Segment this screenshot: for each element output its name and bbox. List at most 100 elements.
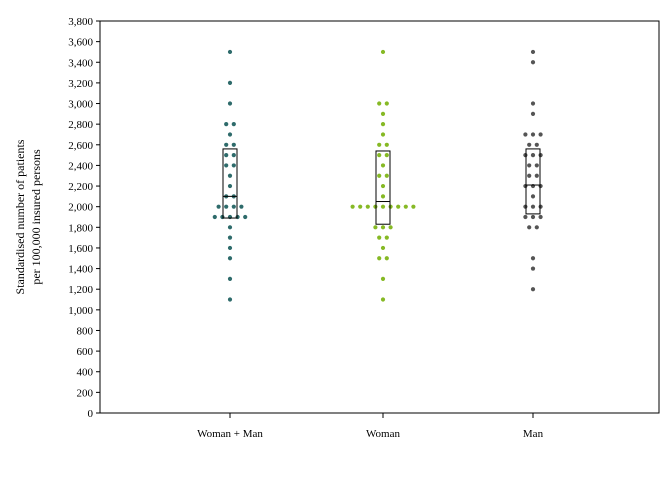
data-marks — [212, 49, 543, 302]
x-tick-label: Man — [523, 428, 544, 440]
data-point — [227, 256, 233, 261]
y-tick-label: 1,400 — [68, 264, 93, 276]
data-point — [231, 122, 236, 127]
data-point — [384, 256, 389, 261]
iqr-box — [375, 150, 391, 225]
data-point — [224, 163, 229, 168]
data-point — [380, 194, 386, 199]
y-tick-label: 800 — [77, 325, 94, 337]
data-point — [377, 256, 382, 261]
data-point — [538, 214, 543, 220]
data-point — [224, 153, 229, 158]
data-point — [523, 153, 528, 158]
data-point — [380, 163, 386, 168]
data-point — [231, 163, 236, 168]
x-tick-label: Woman + Man — [197, 428, 263, 440]
data-point — [377, 235, 382, 240]
y-tick-label: 0 — [88, 408, 94, 420]
data-point — [227, 101, 233, 106]
data-point — [380, 183, 386, 189]
data-point — [530, 256, 536, 261]
data-point — [530, 49, 536, 55]
data-point — [227, 235, 233, 240]
x-tick-label: Woman — [366, 428, 400, 440]
iqr-box — [525, 148, 541, 215]
data-point — [373, 204, 378, 209]
data-point — [530, 111, 536, 116]
data-point — [534, 163, 539, 168]
data-point — [538, 132, 543, 137]
data-point — [523, 204, 528, 209]
data-point — [227, 173, 233, 178]
data-point — [380, 245, 386, 251]
data-point — [377, 153, 382, 158]
data-point — [243, 214, 248, 220]
y-tick-label: 1,800 — [68, 222, 93, 234]
data-point — [523, 214, 528, 220]
y-tick-label: 1,000 — [68, 305, 93, 317]
plot-frame — [99, 20, 660, 414]
y-tick-label: 2,000 — [68, 202, 93, 214]
data-point — [380, 297, 386, 302]
data-point — [227, 132, 233, 137]
y-tick-label: 2,200 — [68, 181, 93, 193]
data-point — [384, 101, 389, 106]
data-point — [530, 132, 536, 137]
data-point — [527, 142, 532, 147]
data-point — [380, 111, 386, 116]
y-tick-label: 2,400 — [68, 160, 93, 172]
y-tick-label: 3,000 — [68, 99, 93, 111]
y-tick-label: 1,600 — [68, 243, 93, 255]
data-point — [527, 225, 532, 230]
y-axis-title-line-1: Standardised number of patients — [13, 139, 27, 294]
data-point — [530, 266, 536, 271]
data-point — [358, 204, 363, 209]
data-point — [396, 204, 401, 209]
data-point — [384, 173, 389, 178]
data-point — [365, 204, 370, 209]
data-point — [388, 204, 393, 209]
data-point — [227, 225, 233, 230]
data-point — [227, 276, 233, 281]
data-point — [534, 142, 539, 147]
category-group — [523, 49, 543, 292]
data-point — [384, 142, 389, 147]
data-point — [530, 194, 536, 199]
data-point — [227, 297, 233, 302]
y-tick-label: 3,400 — [68, 57, 93, 69]
data-point — [538, 204, 543, 209]
data-point — [377, 173, 382, 178]
data-point — [523, 132, 528, 137]
data-point — [380, 49, 386, 55]
y-axis-title-line-2: per 100,000 insured persons — [29, 149, 43, 285]
x-axis: Woman + Man Woman Man — [197, 413, 544, 440]
data-point — [377, 101, 382, 106]
data-point — [227, 183, 233, 189]
data-point — [380, 276, 386, 281]
data-point — [380, 225, 386, 230]
category-group — [350, 49, 416, 302]
data-point — [224, 142, 229, 147]
iqr-box — [222, 148, 238, 219]
data-point — [384, 153, 389, 158]
y-tick-label: 3,200 — [68, 78, 93, 90]
data-point — [530, 287, 536, 292]
data-point — [384, 235, 389, 240]
y-tick-label: 400 — [77, 367, 94, 379]
data-point — [224, 122, 229, 127]
y-tick-label: 200 — [77, 387, 94, 399]
y-tick-label: 3,600 — [68, 37, 93, 49]
data-point — [231, 142, 236, 147]
data-point — [227, 80, 233, 85]
data-point — [239, 204, 244, 209]
data-point — [350, 204, 355, 209]
data-point — [403, 204, 408, 209]
y-tick-label: 600 — [77, 346, 94, 358]
data-point — [527, 173, 532, 178]
y-tick-label: 3,800 — [68, 16, 93, 28]
data-point — [380, 132, 386, 137]
data-point — [530, 60, 536, 65]
data-point — [411, 204, 416, 209]
data-point — [538, 153, 543, 158]
